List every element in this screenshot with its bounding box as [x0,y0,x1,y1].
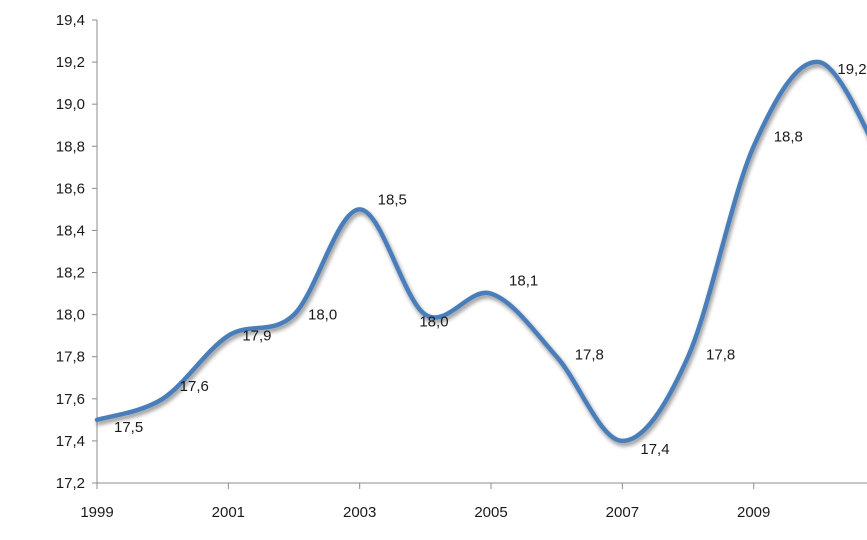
data-label: 17,9 [242,328,271,345]
y-tick-label: 18,8 [56,138,85,155]
x-tick-label: 2009 [737,504,770,521]
y-tick-label: 19,4 [56,12,85,29]
y-tick-label: 18,0 [56,307,85,324]
y-tick-label: 17,2 [56,475,85,492]
data-label: 17,6 [180,378,209,395]
y-tick-label: 17,6 [56,391,85,408]
data-label: 17,4 [640,441,669,458]
y-tick-label: 19,0 [56,96,85,113]
y-tick-label: 19,2 [56,54,85,71]
y-tick-label: 17,8 [56,349,85,366]
data-label: 19,2 [837,61,866,78]
series-line [94,59,867,444]
data-labels: 17,5 17,6 17,9 18,0 18,5 18,0 18,1 17,8 17,4 17,8… [114,61,867,458]
x-tick-label: 2001 [212,504,245,521]
data-label: 18,5 [378,191,407,208]
data-label: 18,8 [774,128,803,145]
x-tick-label: 1999 [80,504,113,521]
data-label: 17,8 [575,347,604,364]
data-label: 18,0 [419,314,448,331]
x-tick-label: 2005 [474,504,507,521]
data-label: 18,1 [509,273,538,290]
data-label: 17,5 [114,419,143,436]
y-tick-label: 17,4 [56,433,85,450]
y-tick-label: 18,6 [56,180,85,197]
data-label: 18,0 [308,307,337,324]
series-layer [94,59,867,444]
y-tick-label: 18,2 [56,265,85,282]
x-tick-label: 2003 [343,504,376,521]
y-tick-label: 18,4 [56,222,85,239]
x-tick-label: 2007 [606,504,639,521]
y-axis: 17,2 17,4 17,6 17,8 18,0 18,2 18,4 18,6 18,8 19,0… [56,12,98,492]
data-label: 17,8 [706,347,735,364]
x-axis: 1999200120032005200720092011 [80,482,867,521]
